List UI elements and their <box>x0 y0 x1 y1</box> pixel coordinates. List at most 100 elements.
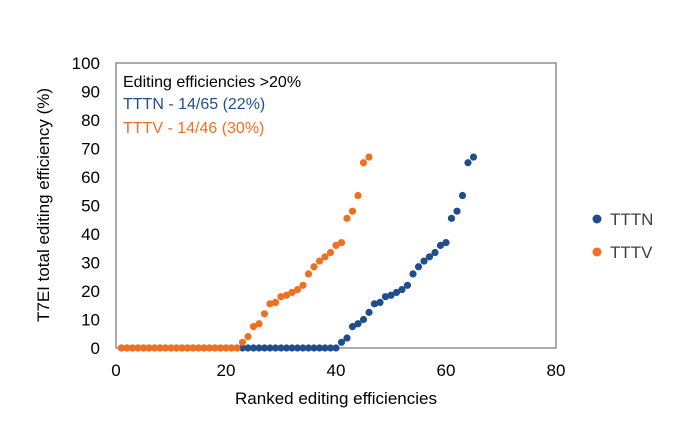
y-axis-title: T7EI total editing efficiency (%) <box>34 88 53 322</box>
y-tick-label: 20 <box>81 282 100 301</box>
x-axis-title: Ranked editing efficiencies <box>235 389 437 408</box>
point-tttv <box>183 344 192 352</box>
point-tttn <box>436 241 445 249</box>
point-tttv <box>156 344 164 352</box>
point-tttn <box>348 323 357 331</box>
point-tttv <box>326 248 335 257</box>
point-tttn <box>277 344 285 352</box>
y-tick-label: 0 <box>91 339 100 358</box>
point-tttv <box>277 293 285 301</box>
point-tttn <box>326 344 335 352</box>
point-tttv <box>249 323 258 331</box>
y-tick-label: 100 <box>72 54 100 73</box>
point-tttv <box>222 344 230 352</box>
x-tick-label: 80 <box>547 361 566 380</box>
point-tttv <box>227 344 236 352</box>
point-tttn <box>293 344 302 352</box>
data-points <box>117 153 478 352</box>
legend-label-tttv: TTTV <box>610 243 653 262</box>
point-tttn <box>299 344 307 352</box>
point-tttn <box>425 253 434 261</box>
annotation-tttn: TTTN - 14/65 (22%) <box>123 96 265 113</box>
plot-area <box>115 62 557 349</box>
point-tttn <box>414 263 423 271</box>
point-tttn <box>458 191 467 200</box>
point-tttv <box>161 344 170 352</box>
point-tttv <box>293 285 302 294</box>
y-tick-label: 10 <box>81 311 100 330</box>
point-tttv <box>233 344 241 352</box>
point-tttn <box>381 293 390 301</box>
point-tttn <box>453 207 461 215</box>
point-tttn <box>403 281 412 289</box>
point-tttv <box>139 344 148 352</box>
point-tttv <box>365 153 373 161</box>
point-tttn <box>244 344 252 352</box>
point-tttn <box>420 257 428 265</box>
y-tick-label: 90 <box>81 83 100 102</box>
point-tttn <box>392 288 401 297</box>
point-tttn <box>238 344 247 352</box>
point-tttn <box>343 334 351 342</box>
point-tttv <box>332 241 340 249</box>
point-tttn <box>332 344 340 352</box>
point-tttv <box>194 344 203 352</box>
point-tttv <box>167 344 175 352</box>
point-tttn <box>255 344 263 352</box>
point-tttn <box>398 285 406 294</box>
point-tttv <box>134 344 142 352</box>
point-tttv <box>304 270 313 278</box>
point-tttv <box>359 159 368 167</box>
legend-marker-tttn <box>592 214 602 224</box>
point-tttn <box>365 308 373 316</box>
point-tttv <box>266 300 274 308</box>
point-tttv <box>205 344 214 352</box>
point-tttn <box>288 344 296 352</box>
point-tttv <box>321 253 329 261</box>
point-tttn <box>354 320 362 328</box>
point-tttv <box>178 344 186 352</box>
point-tttv <box>150 344 159 352</box>
point-tttv <box>310 263 318 271</box>
point-tttv <box>189 344 197 352</box>
point-tttv <box>337 238 346 247</box>
legend-label-tttn: TTTN <box>610 210 653 229</box>
annotation-title: Editing efficiencies >20% <box>123 74 301 91</box>
point-tttn <box>271 344 280 352</box>
point-tttn <box>282 344 291 352</box>
annotation-tttv: TTTV - 14/46 (30%) <box>123 120 264 137</box>
point-tttn <box>431 248 439 257</box>
y-tick-label: 70 <box>81 140 100 159</box>
point-tttn <box>447 214 456 222</box>
x-tick-label: 40 <box>327 361 346 380</box>
point-tttv <box>260 310 269 318</box>
point-tttv <box>288 288 296 297</box>
point-tttv <box>282 291 291 299</box>
point-tttv <box>238 338 247 346</box>
legend-marker-tttv <box>592 247 602 257</box>
y-axis-ticks: 0 10 20 30 40 50 60 70 80 90 100 <box>72 54 100 358</box>
legend: TTTN TTTV <box>592 210 653 262</box>
point-tttv <box>348 207 357 215</box>
point-tttn <box>260 344 269 352</box>
point-tttn <box>304 344 313 352</box>
point-tttv <box>299 281 307 289</box>
point-tttn <box>359 315 368 324</box>
point-tttn <box>442 238 450 247</box>
point-tttv <box>117 344 126 352</box>
point-tttv <box>200 344 208 352</box>
point-tttv <box>128 344 137 352</box>
point-tttn <box>266 344 274 352</box>
point-tttn <box>337 338 346 346</box>
point-tttn <box>387 291 395 299</box>
x-tick-label: 0 <box>111 361 120 380</box>
x-tick-label: 60 <box>437 361 456 380</box>
point-tttn <box>315 344 324 352</box>
point-tttn <box>310 344 318 352</box>
point-tttv <box>343 214 351 222</box>
point-tttn <box>249 344 258 352</box>
point-tttv <box>172 344 181 352</box>
point-tttn <box>376 298 384 306</box>
point-tttv <box>271 298 280 306</box>
